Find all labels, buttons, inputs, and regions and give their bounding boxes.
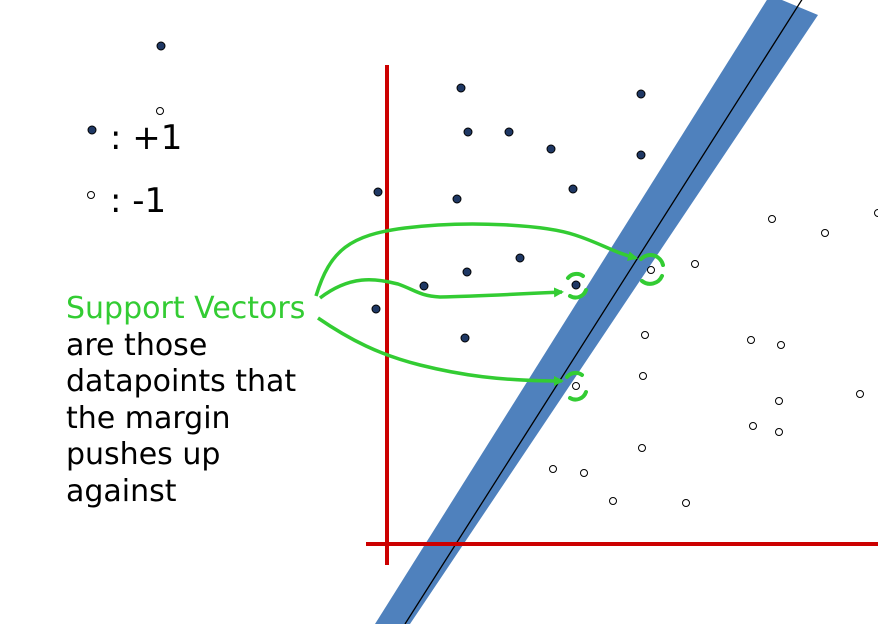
negative-point (638, 444, 646, 452)
caption-highlight: Support Vectors (66, 291, 306, 326)
legend-negative-marker (156, 107, 164, 115)
positive-point (504, 127, 514, 137)
negative-point (775, 428, 783, 436)
support-vector-arrows (314, 222, 638, 386)
positive-point (546, 144, 556, 154)
legend-positive-icon (87, 125, 97, 135)
legend-positive-marker (156, 41, 166, 51)
positive-point (371, 304, 381, 314)
decision-boundary-line (404, 0, 803, 624)
positive-point (460, 333, 470, 343)
caption-line: the margin (66, 400, 231, 436)
positive-point (452, 194, 462, 204)
arrow-to-upper-sv (314, 222, 638, 297)
support-vector-bracket-icon (565, 370, 588, 402)
positive-point (373, 187, 383, 197)
negative-point (821, 229, 829, 237)
support-vectors-caption: Support Vectors are those datapoints tha… (66, 291, 305, 510)
caption-line: datapoints that (66, 364, 297, 399)
positive-point (456, 83, 466, 93)
caption-line: are those (66, 327, 208, 363)
caption-line: against (66, 473, 177, 509)
legend-negative-icon (87, 191, 95, 199)
negative-point (580, 469, 588, 477)
negative-point (691, 260, 699, 268)
negative-point (549, 465, 557, 473)
positive-point-support-vector (571, 280, 581, 290)
support-vector-markers (565, 253, 665, 402)
negative-point (609, 497, 617, 505)
arrow-to-middle-sv (318, 277, 564, 300)
negative-point (682, 499, 690, 507)
positive-point (462, 267, 472, 277)
positive-point (568, 184, 578, 194)
negative-point (749, 422, 757, 430)
support-vector-bracket-icon (639, 253, 665, 286)
positive-point (636, 89, 646, 99)
negative-point (874, 209, 878, 217)
caption-line: pushes up (66, 437, 221, 472)
negative-point (775, 397, 783, 405)
legend-negative-label: : -1 (110, 181, 167, 221)
positive-point (636, 150, 646, 160)
positive-points (371, 83, 646, 343)
margin-band (375, 0, 818, 624)
negative-point (777, 341, 785, 349)
positive-point (419, 281, 429, 291)
legend-positive-label: : +1 (110, 118, 183, 158)
negative-points (549, 209, 878, 507)
negative-point (856, 390, 864, 398)
support-vector-bracket-icon (566, 271, 588, 300)
negative-point (641, 331, 649, 339)
arrow-to-lower-sv (317, 316, 564, 386)
negative-point (747, 336, 755, 344)
negative-point (639, 372, 647, 380)
negative-point-support-vector (572, 382, 580, 390)
negative-point (768, 215, 776, 223)
positive-point (463, 127, 473, 137)
negative-point-support-vector (647, 266, 655, 274)
positive-point (515, 253, 525, 263)
